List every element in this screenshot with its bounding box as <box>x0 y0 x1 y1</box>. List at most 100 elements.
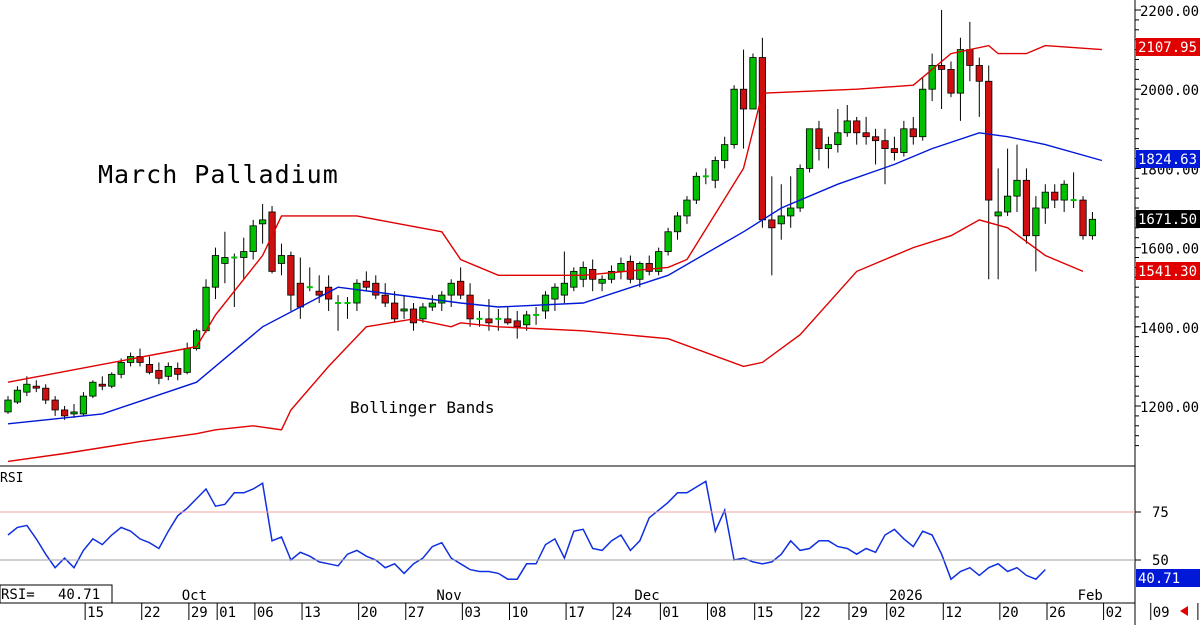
candle-body <box>259 220 265 224</box>
candle-body <box>948 69 954 93</box>
candle-body <box>118 362 124 374</box>
rsi-readout-label: RSI= <box>1 587 35 603</box>
candle-body <box>297 283 303 307</box>
candle-body <box>363 281 369 287</box>
date-tick-label: 01 <box>219 605 236 621</box>
date-tick-label: 22 <box>144 605 161 621</box>
candle-body <box>99 384 105 386</box>
date-tick-label: 13 <box>304 605 321 621</box>
candle-body <box>787 208 793 216</box>
candle-body <box>957 50 963 94</box>
month-label: Oct <box>182 588 207 604</box>
candle-body <box>854 121 860 133</box>
candle <box>109 372 115 388</box>
candle-body <box>693 176 699 200</box>
date-tick-label: 24 <box>615 605 632 621</box>
candle-body <box>14 390 20 402</box>
candle-body <box>52 400 58 410</box>
candle-body <box>1033 208 1039 236</box>
last-price-tag: 1671.50 <box>1138 212 1197 228</box>
candle <box>693 172 699 204</box>
candle-body <box>241 252 247 258</box>
upper-band-tag: 2107.95 <box>1138 40 1197 56</box>
candle <box>797 164 803 212</box>
candle-body <box>646 263 652 271</box>
date-tick-label: 02 <box>1106 605 1123 621</box>
candle <box>1080 196 1086 240</box>
candle <box>655 248 661 276</box>
candle-body <box>816 129 822 149</box>
rsi-last-tag: 40.71 <box>1138 571 1180 587</box>
candle-body <box>552 287 558 299</box>
candle-body <box>250 226 256 252</box>
candle-body <box>71 412 77 414</box>
date-tick-label: 15 <box>757 605 774 621</box>
candle-body <box>901 129 907 153</box>
candle-body <box>175 368 181 374</box>
candle <box>80 392 86 416</box>
overlay-label: Bollinger Bands <box>350 398 495 417</box>
candle-body <box>278 256 284 264</box>
candle-body <box>90 382 96 396</box>
candle-body <box>995 212 1001 216</box>
candle-body <box>571 271 577 287</box>
candle-body <box>1089 219 1095 235</box>
candle-body <box>599 279 605 283</box>
price-tick-label: 1200.00 <box>1140 400 1199 416</box>
candle-body <box>467 295 473 319</box>
candle-body <box>882 141 888 149</box>
candle-body <box>382 295 388 303</box>
candle <box>806 129 812 173</box>
candle-body <box>769 220 775 228</box>
candle-body <box>410 309 416 323</box>
month-label: Feb <box>1078 588 1103 604</box>
candle-body <box>373 283 379 295</box>
candle-body <box>1023 180 1029 235</box>
candle-body <box>316 291 322 295</box>
candle-body <box>759 58 765 220</box>
candle-body <box>505 319 511 323</box>
candle-body <box>165 366 171 376</box>
candle-body <box>542 295 548 311</box>
candle-body <box>740 89 746 109</box>
candle-body <box>891 149 897 153</box>
date-tick-label: 01 <box>662 605 679 621</box>
candle-body <box>731 89 737 144</box>
date-tick-label: 17 <box>568 605 585 621</box>
candle-body <box>986 81 992 200</box>
candle-body <box>1061 184 1067 200</box>
date-tick-label: 26 <box>1049 605 1066 621</box>
middle-band-tag: 1824.63 <box>1138 152 1197 168</box>
candle-body <box>184 349 190 373</box>
candle-body <box>580 267 586 279</box>
candle-body <box>523 315 529 325</box>
date-tick-label: 02 <box>889 605 906 621</box>
candle-body <box>665 232 671 252</box>
date-tick-label: 12 <box>945 605 962 621</box>
candle-body <box>24 384 30 392</box>
price-tick-label: 2000.00 <box>1140 83 1199 99</box>
date-tick-label: 22 <box>804 605 821 621</box>
candle-body <box>354 283 360 303</box>
date-tick-label: 20 <box>1002 605 1019 621</box>
candle-body <box>1042 192 1048 208</box>
date-tick-label: 09 <box>1153 605 1170 621</box>
candle-body <box>33 386 39 388</box>
date-tick-label: 29 <box>851 605 868 621</box>
month-label: Dec <box>634 588 659 604</box>
candle-body <box>976 65 982 81</box>
candle-body <box>721 145 727 161</box>
date-tick-label: 27 <box>408 605 425 621</box>
candle-body <box>156 370 162 378</box>
candle <box>203 279 209 332</box>
candle-body <box>420 307 426 319</box>
candle-body <box>618 263 624 271</box>
rsi-tick-label: 50 <box>1152 553 1169 569</box>
candle-body <box>43 388 49 400</box>
candle-body <box>203 287 209 331</box>
candle-body <box>806 129 812 169</box>
candle-body <box>457 281 463 295</box>
candle-body <box>938 65 944 69</box>
